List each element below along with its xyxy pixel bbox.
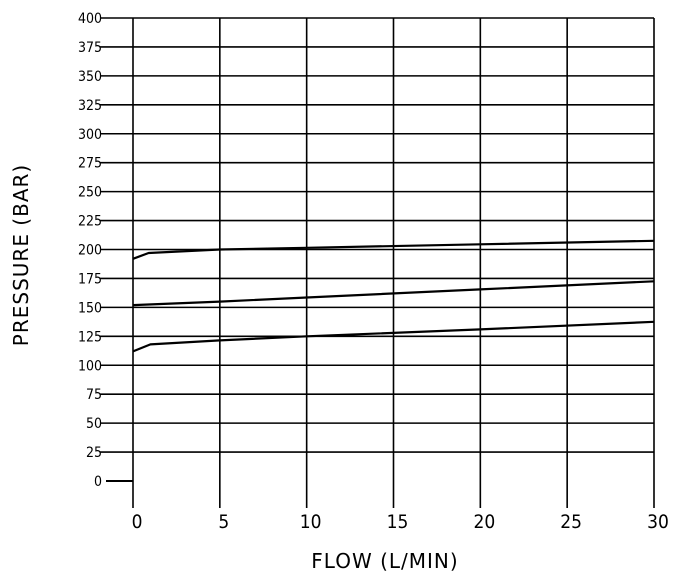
x-axis-ticks: 0 5 10 15 20 25 30 <box>132 511 669 533</box>
y-tick-label: 375 <box>78 40 102 56</box>
y-tick-label: 75 <box>86 387 102 403</box>
y-tick-label: 350 <box>78 69 102 85</box>
y-axis-title: PRESSURE (BAR) <box>9 164 33 346</box>
x-tick-label: 25 <box>560 511 582 533</box>
x-tick-label: 5 <box>218 511 229 533</box>
y-tick-label: 25 <box>86 445 102 461</box>
y-tick-label: 175 <box>78 271 102 287</box>
y-tick-label: 300 <box>78 127 102 143</box>
series-line <box>132 320 655 353</box>
y-tick-label: 150 <box>78 300 102 316</box>
y-tick-label: 225 <box>78 214 102 230</box>
y-tick-label: 100 <box>78 358 102 374</box>
x-tick-label: 30 <box>647 511 669 533</box>
x-axis-title: FLOW (L/MIN) <box>311 549 458 573</box>
y-tick-label: 200 <box>78 243 102 259</box>
y-axis-ticks: 0 25 50 75 100 125 150 175 200 225 250 275 300 325 350… <box>78 11 102 490</box>
series-line <box>132 280 655 307</box>
y-tick-label: 250 <box>78 185 102 201</box>
series-lines <box>132 239 655 353</box>
series-line <box>132 239 655 260</box>
grid <box>100 17 655 508</box>
y-tick-label: 50 <box>86 416 102 432</box>
x-tick-label: 0 <box>132 511 143 533</box>
y-tick-label: 325 <box>78 98 102 114</box>
y-tick-label: 400 <box>78 11 102 27</box>
y-tick-label: 0 <box>94 474 102 490</box>
y-tick-label: 125 <box>78 329 102 345</box>
x-tick-label: 15 <box>387 511 409 533</box>
y-tick-label: 275 <box>78 156 102 172</box>
x-tick-label: 20 <box>473 511 495 533</box>
x-tick-label: 10 <box>300 511 322 533</box>
